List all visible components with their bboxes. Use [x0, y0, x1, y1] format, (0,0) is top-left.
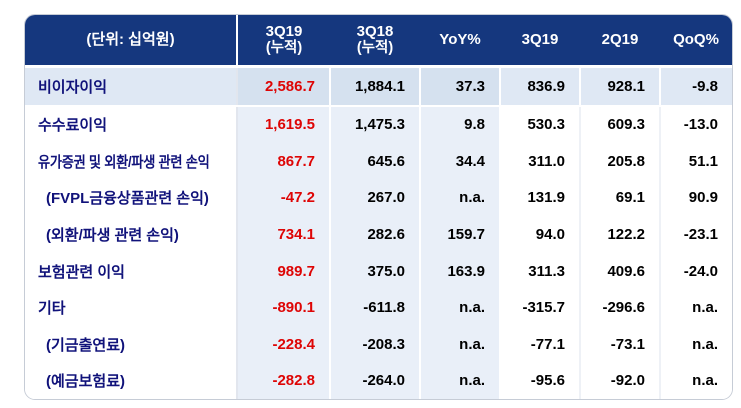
row-label: 수수료이익: [25, 105, 238, 144]
header-row: (단위: 십억원) 3Q19 (누적) 3Q18 (누적) YoY% 3Q19 2Q…: [25, 15, 732, 68]
row-label: (예금보험료): [25, 362, 238, 399]
table-row-fvpl: (FVPL금융상품관련 손익) -47.2 267.0 n.a. 131.9 6…: [25, 179, 732, 217]
value-cell: n.a.: [420, 325, 501, 363]
value-cell: 282.6: [330, 216, 421, 253]
value-cell: 267.0: [330, 179, 421, 217]
header-col-yoy: YoY%: [420, 15, 500, 68]
value-cell: 2,586.7: [237, 66, 331, 107]
value-cell: 734.1: [237, 216, 331, 253]
value-cell: 34.4: [420, 143, 501, 180]
row-label: (기금출연료): [25, 325, 238, 363]
value-cell: -23.1: [660, 216, 732, 253]
row-label: 기타: [25, 289, 238, 326]
value-cell: -73.1: [580, 325, 661, 363]
value-cell: 1,619.5: [237, 105, 331, 144]
value-cell: -228.4: [237, 325, 331, 363]
financial-table: (단위: 십억원) 3Q19 (누적) 3Q18 (누적) YoY% 3Q19 2Q…: [24, 14, 733, 400]
table-row-deposit-insurance: (예금보험료) -282.8 -264.0 n.a. -95.6 -92.0 n…: [25, 362, 732, 399]
value-cell: n.a.: [660, 325, 732, 363]
header-col-qoq: QoQ%: [660, 15, 732, 68]
value-cell: n.a.: [660, 362, 732, 399]
header-col-3q19: 3Q19: [500, 15, 580, 68]
value-cell: 163.9: [420, 252, 501, 290]
value-cell: n.a.: [420, 362, 501, 399]
value-cell: -611.8: [330, 289, 421, 326]
table-body: 비이자이익 2,586.7 1,884.1 37.3 836.9 928.1 -…: [25, 66, 732, 399]
row-label: (FVPL금융상품관련 손익): [25, 179, 238, 217]
value-cell: 122.2: [580, 216, 661, 253]
value-cell: 375.0: [330, 252, 421, 290]
value-cell: n.a.: [420, 289, 501, 326]
value-cell: -77.1: [500, 325, 581, 363]
row-label: 유가증권 및 외환/파생 관련 손익: [25, 143, 238, 180]
value-cell: 205.8: [580, 143, 661, 180]
header-col-3q18-cum: 3Q18 (누적): [330, 15, 420, 68]
value-cell: -92.0: [580, 362, 661, 399]
table-row-fx-derivatives: (외환/파생 관련 손익) 734.1 282.6 159.7 94.0 122…: [25, 216, 732, 253]
value-cell: 311.3: [500, 252, 581, 290]
header-col-2q19: 2Q19: [580, 15, 660, 68]
value-cell: 645.6: [330, 143, 421, 180]
value-cell: 989.7: [237, 252, 331, 290]
table-header: (단위: 십억원) 3Q19 (누적) 3Q18 (누적) YoY% 3Q19 2Q…: [25, 15, 732, 68]
value-cell: 131.9: [500, 179, 581, 217]
table-row-fee-income: 수수료이익 1,619.5 1,475.3 9.8 530.3 609.3 -1…: [25, 105, 732, 144]
value-cell: 530.3: [500, 105, 581, 144]
table-row-others: 기타 -890.1 -611.8 n.a. -315.7 -296.6 n.a.: [25, 289, 732, 326]
table-row-securities-fx-derivatives: 유가증권 및 외환/파생 관련 손익 867.7 645.6 34.4 311.…: [25, 143, 732, 180]
value-cell: -24.0: [660, 252, 732, 290]
value-cell: -95.6: [500, 362, 581, 399]
value-cell: n.a.: [420, 179, 501, 217]
value-cell: -315.7: [500, 289, 581, 326]
table-row-insurance-income: 보험관련 이익 989.7 375.0 163.9 311.3 409.6 -2…: [25, 252, 732, 290]
value-cell: -9.8: [660, 66, 732, 107]
value-cell: -47.2: [237, 179, 331, 217]
value-cell: 69.1: [580, 179, 661, 217]
value-cell: 94.0: [500, 216, 581, 253]
value-cell: 311.0: [500, 143, 581, 180]
value-cell: -13.0: [660, 105, 732, 144]
value-cell: -282.8: [237, 362, 331, 399]
header-col-3q19-cum: 3Q19 (누적): [237, 15, 330, 68]
value-cell: 90.9: [660, 179, 732, 217]
value-cell: 51.1: [660, 143, 732, 180]
value-cell: -264.0: [330, 362, 421, 399]
value-cell: 1,475.3: [330, 105, 421, 144]
table-row-non-interest-income: 비이자이익 2,586.7 1,884.1 37.3 836.9 928.1 -…: [25, 66, 732, 107]
value-cell: 1,884.1: [330, 66, 421, 107]
value-cell: -890.1: [237, 289, 331, 326]
value-cell: n.a.: [660, 289, 732, 326]
header-unit-label: (단위: 십억원): [25, 15, 238, 68]
value-cell: 928.1: [580, 66, 661, 107]
row-label-text: 유가증권 및 외환/파생 관련 손익: [38, 153, 210, 171]
row-label: (외환/파생 관련 손익): [25, 216, 238, 253]
row-label: 비이자이익: [25, 66, 238, 107]
value-cell: 609.3: [580, 105, 661, 144]
row-label: 보험관련 이익: [25, 252, 238, 290]
value-cell: 836.9: [500, 66, 581, 107]
non-interest-income-table: (단위: 십억원) 3Q19 (누적) 3Q18 (누적) YoY% 3Q19 2Q…: [25, 15, 732, 399]
value-cell: -208.3: [330, 325, 421, 363]
value-cell: 159.7: [420, 216, 501, 253]
value-cell: 37.3: [420, 66, 501, 107]
table-row-fund-contribution: (기금출연료) -228.4 -208.3 n.a. -77.1 -73.1 n…: [25, 325, 732, 363]
value-cell: 867.7: [237, 143, 331, 180]
value-cell: 9.8: [420, 105, 501, 144]
value-cell: -296.6: [580, 289, 661, 326]
value-cell: 409.6: [580, 252, 661, 290]
